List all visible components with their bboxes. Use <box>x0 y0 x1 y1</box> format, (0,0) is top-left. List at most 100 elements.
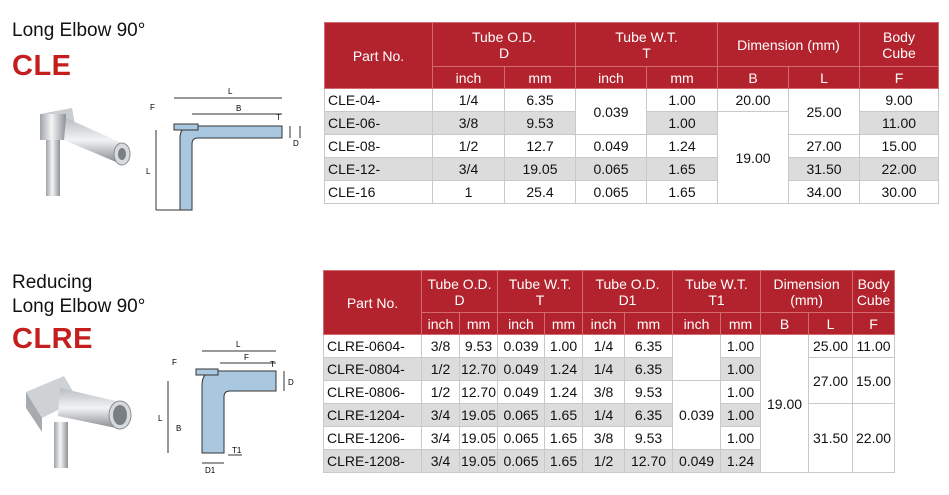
od-mm-cell: 9.53 <box>504 111 576 135</box>
od-inch-cell: 1/2 <box>432 134 505 158</box>
wt1-mm-cell: 1.00 <box>720 334 762 358</box>
wt-inch-cell: 0.065 <box>497 426 545 450</box>
clre-spec-table: Part No. Tube O.D. D Tube W.T. T Tube O.D.… <box>323 270 939 473</box>
clre-title-line2: Long Elbow 90° <box>12 296 146 317</box>
clre-label-T: T <box>270 360 275 369</box>
wt1-inch-cell <box>672 334 722 381</box>
od-inch-cell: 3/4 <box>432 157 505 181</box>
wt-mm-cell: 1.24 <box>645 134 719 158</box>
wt1-inch-cell: 0.039 <box>672 380 722 450</box>
f-cell: 30.00 <box>859 180 940 204</box>
wt-mm-cell: 1.65 <box>543 403 584 427</box>
header-tube-od1: Tube O.D. D1 <box>582 270 674 313</box>
clre-label-T1: T1 <box>232 446 242 455</box>
part-no-cell: CLE-04- <box>324 88 433 112</box>
od-inch-cell: 3/4 <box>421 449 460 473</box>
cle-label-L-vertical: L <box>146 167 151 176</box>
wt1-mm-cell: 1.00 <box>720 426 762 450</box>
part-no-cell: CLE-16 <box>324 180 433 204</box>
table-row: CLE-12- 3/4 19.05 0.065 1.65 31.50 22.00 <box>324 157 940 181</box>
od1-inch-cell: 1/4 <box>582 334 626 358</box>
header-od1-inch: inch <box>582 312 626 335</box>
table-row: CLRE-1204- 3/4 19.05 0.065 1.65 1/4 6.35… <box>323 403 939 473</box>
b-cell: 19.00 <box>760 334 810 473</box>
f-cell: 15.00 <box>852 357 896 404</box>
cle-code: CLE <box>12 50 72 82</box>
header-od-inch: inch <box>421 312 460 335</box>
l-cell: 27.00 <box>788 134 861 158</box>
l-cell: 27.00 <box>808 357 854 404</box>
wt-mm-cell: 1.65 <box>543 449 584 473</box>
l-cell: 25.00 <box>788 88 861 135</box>
cle-label-T: T <box>276 113 281 122</box>
clre-title-line1: Reducing <box>12 272 93 293</box>
od-inch-cell: 3/4 <box>421 426 460 450</box>
header-wt-mm: mm <box>543 312 584 335</box>
table-row: CLE-16 1 25.4 0.065 1.65 34.00 30.00 <box>324 180 940 204</box>
od1-inch-cell: 1/2 <box>582 449 626 473</box>
od-mm-cell: 19.05 <box>459 403 498 427</box>
f-cell: 11.00 <box>859 111 940 135</box>
wt-mm-cell: 1.00 <box>543 334 584 358</box>
wt1-mm-cell: 1.00 <box>720 403 762 427</box>
wt-inch-cell: 0.049 <box>575 134 647 158</box>
part-no-cell: CLE-12- <box>324 157 433 181</box>
od1-mm-cell: 6.35 <box>624 403 674 427</box>
header-tube-od: Tube O.D. D <box>421 270 498 313</box>
header-part-no: Part No. <box>324 22 433 89</box>
clre-label-B: B <box>176 424 181 433</box>
od-mm-cell: 9.53 <box>459 334 498 358</box>
od1-mm-cell: 6.35 <box>624 334 674 358</box>
header-F: F <box>852 312 896 335</box>
od-inch-cell: 1/2 <box>421 380 460 404</box>
cle-fitting-photo <box>40 108 131 196</box>
od1-mm-cell: 12.70 <box>624 449 674 473</box>
part-no-cell: CLRE-1204- <box>323 403 422 427</box>
od1-mm-cell: 6.35 <box>624 357 674 381</box>
wt-inch-cell: 0.039 <box>575 88 647 135</box>
clre-fitting-photo <box>26 376 132 468</box>
b-cell: 20.00 <box>717 88 790 112</box>
header-wt-inch: inch <box>497 312 545 335</box>
od-inch-cell: 3/8 <box>421 334 460 358</box>
clre-code: CLRE <box>12 323 93 355</box>
od1-inch-cell: 3/8 <box>582 426 626 450</box>
wt1-mm-cell: 1.00 <box>720 357 762 381</box>
header-L: L <box>808 312 854 335</box>
od-inch-cell: 1/2 <box>421 357 460 381</box>
l-cell: 34.00 <box>788 180 861 204</box>
od1-inch-cell: 1/4 <box>582 403 626 427</box>
part-no-cell: CLRE-1206- <box>323 426 422 450</box>
header-od-inch: inch <box>432 66 505 89</box>
l-cell: 25.00 <box>808 334 854 358</box>
header-wt-mm: mm <box>645 66 719 89</box>
cle-spec-table: Part No. Tube O.D. D Tube W.T. T Dimension… <box>324 22 940 204</box>
clre-label-D1: D1 <box>205 466 216 475</box>
header-tube-wt1: Tube W.T. T1 <box>672 270 762 313</box>
table-row: CLE-04- 1/4 6.35 0.039 1.00 20.00 25.00 … <box>324 88 940 135</box>
od1-mm-cell: 9.53 <box>624 426 674 450</box>
cle-label-B: B <box>236 104 241 113</box>
wt-mm-cell: 1.00 <box>645 111 719 135</box>
od-inch-cell: 3/8 <box>432 111 505 135</box>
wt-mm-cell: 1.00 <box>645 88 719 112</box>
od-mm-cell: 6.35 <box>504 88 576 112</box>
cle-label-F: F <box>150 103 155 112</box>
od-inch-cell: 3/4 <box>421 403 460 427</box>
header-od-mm: mm <box>459 312 498 335</box>
wt-inch-cell: 0.065 <box>497 403 545 427</box>
wt-inch-cell: 0.065 <box>575 180 647 204</box>
cle-label-L: L <box>228 87 233 96</box>
header-tube-wt: Tube W.T. T <box>574 22 719 67</box>
clre-label-F-top: F <box>244 353 249 362</box>
od-inch-cell: 1/4 <box>432 88 505 112</box>
header-tube-wt: Tube W.T. T <box>496 270 584 313</box>
f-cell: 9.00 <box>859 88 940 112</box>
wt-mm-cell: 1.24 <box>543 357 584 381</box>
cle-label-D: D <box>293 139 299 148</box>
wt-mm-cell: 1.65 <box>645 180 719 204</box>
f-cell: 15.00 <box>859 134 940 158</box>
table-row: CLRE-0806- 1/2 12.70 0.049 1.24 3/8 9.53… <box>323 380 939 450</box>
table-row: CLRE-1208- 3/4 19.05 0.065 1.65 1/2 12.7… <box>323 449 939 473</box>
header-dimension: Dimension (mm) <box>717 22 861 67</box>
